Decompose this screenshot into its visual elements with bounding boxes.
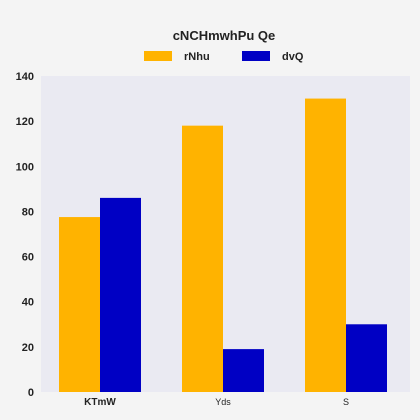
legend-swatch-1	[242, 51, 270, 61]
bars	[59, 98, 387, 393]
y-tick-label: 60	[22, 252, 34, 264]
y-tick-label: 20	[22, 342, 34, 354]
y-tick-label: 140	[16, 71, 34, 83]
bar-dvQ-S	[346, 324, 387, 392]
x-tick-label: Yds	[215, 397, 231, 407]
y-axis: 0 20 40 60 80 100 120 140	[16, 71, 34, 399]
bar-rNhu-Yds	[182, 125, 223, 393]
y-tick-label: 40	[22, 297, 34, 309]
y-tick-label: 120	[16, 116, 34, 128]
x-axis: KTmW Yds S	[84, 397, 349, 408]
x-tick-label: KTmW	[84, 397, 116, 408]
legend-label-1: dvQ	[282, 51, 304, 63]
y-tick-label: 80	[22, 206, 34, 218]
bar-rNhu-KTmW	[59, 217, 100, 392]
y-tick-label: 0	[28, 387, 34, 399]
bar-rNhu-S	[305, 98, 346, 393]
legend-label-0: rNhu	[184, 51, 210, 63]
bar-dvQ-KTmW	[100, 197, 141, 392]
chart-title: cNCHmwhPu Qe	[173, 28, 276, 43]
legend: rNhu dvQ	[144, 51, 304, 63]
y-tick-label: 100	[16, 161, 34, 173]
x-tick-label: S	[343, 397, 349, 407]
legend-swatch-0	[144, 51, 172, 61]
bar-dvQ-Yds	[223, 349, 264, 392]
